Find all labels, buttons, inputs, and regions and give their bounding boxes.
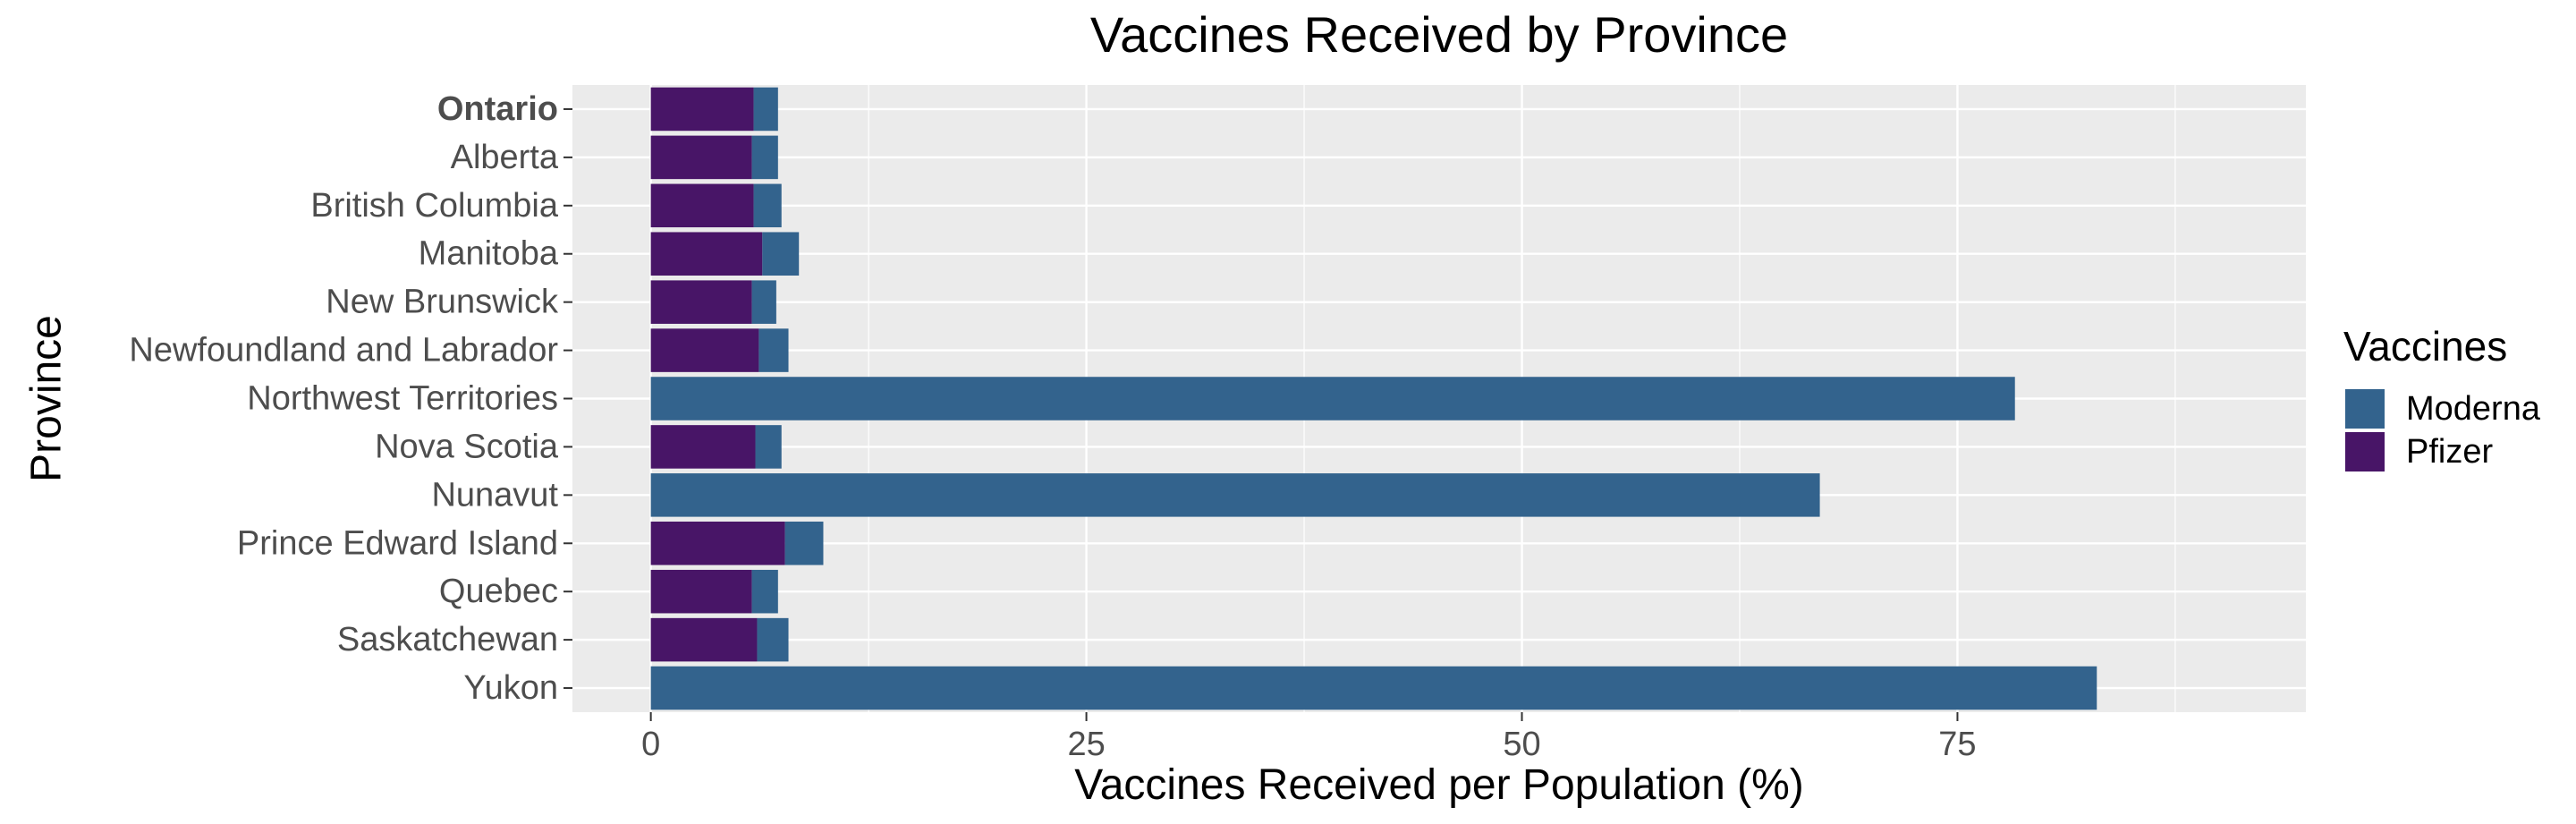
bar-moderna: [757, 617, 789, 662]
y-axis-title: Province: [23, 315, 71, 482]
bar-moderna: [650, 666, 2097, 710]
legend-key-pfizer: [2345, 432, 2385, 471]
legend: Vaccines Moderna Pfizer: [2343, 323, 2541, 471]
bar-pfizer: [650, 328, 759, 372]
bar-moderna: [758, 328, 789, 372]
y-tick-label: Quebec: [439, 573, 558, 610]
y-tick-label: Nunavut: [431, 476, 558, 514]
bar-moderna: [762, 232, 800, 276]
bar-moderna: [650, 377, 2015, 420]
bar-moderna: [751, 280, 776, 324]
bar-moderna: [751, 135, 778, 180]
legend-title: Vaccines: [2343, 323, 2507, 370]
y-tick-label: Northwest Territories: [247, 380, 558, 418]
y-tick-label: Alberta: [451, 139, 559, 176]
bars-group: [650, 87, 2097, 710]
bar-pfizer: [650, 87, 754, 132]
bar-pfizer: [650, 135, 752, 180]
bar-moderna: [755, 425, 782, 469]
y-tick-label: Newfoundland and Labrador: [129, 332, 558, 370]
x-tick-label: 75: [1938, 726, 1976, 763]
y-tick-label: Prince Edward Island: [237, 524, 558, 562]
bar-moderna: [753, 183, 782, 228]
legend-label: Pfizer: [2406, 433, 2493, 471]
x-axis-title: Vaccines Received per Population (%): [1074, 761, 1804, 809]
y-tick-label: Yukon: [463, 669, 558, 707]
legend-label: Moderna: [2406, 390, 2541, 428]
y-tick-label: Ontario: [437, 90, 558, 128]
bar-moderna: [753, 87, 778, 132]
bar-pfizer: [650, 232, 763, 276]
bar-pfizer: [650, 522, 785, 565]
bar-pfizer: [650, 569, 752, 614]
chart-title: Vaccines Received by Province: [1090, 6, 1788, 63]
x-tick-label: 50: [1503, 726, 1540, 763]
x-tick-label: 0: [641, 726, 660, 763]
y-tick-label: Nova Scotia: [375, 428, 559, 465]
y-tick-label: Saskatchewan: [337, 621, 558, 658]
x-axis: 0 25 50 75: [641, 712, 1977, 763]
bar-pfizer: [650, 280, 752, 324]
bar-pfizer: [650, 183, 754, 228]
bar-moderna: [784, 522, 824, 565]
y-tick-label: Manitoba: [419, 235, 559, 273]
x-tick-label: 25: [1067, 726, 1105, 763]
y-tick-label: New Brunswick: [326, 284, 559, 321]
bar-moderna: [751, 569, 778, 614]
bar-moderna: [650, 473, 1820, 517]
bar-pfizer: [650, 425, 756, 469]
y-axis: Ontario Alberta British Columbia Manitoba Ne…: [129, 90, 572, 707]
bar-pfizer: [650, 617, 758, 662]
legend-key-moderna: [2345, 389, 2385, 429]
y-tick-label: British Columbia: [310, 187, 559, 225]
